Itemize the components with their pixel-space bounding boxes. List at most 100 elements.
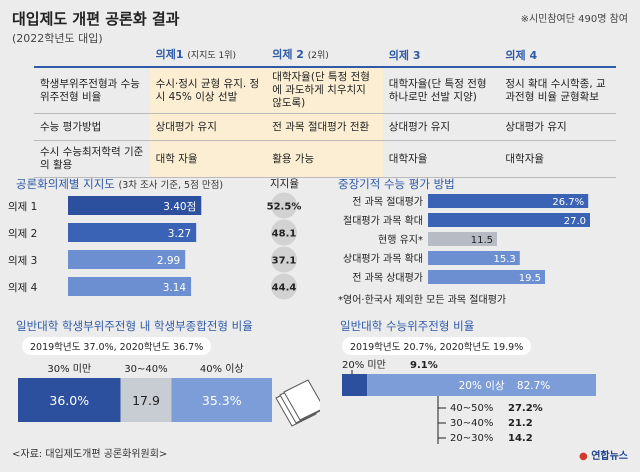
bar-value-label: 19.5: [519, 273, 541, 284]
logo-mark-icon: ●: [578, 451, 588, 462]
participant-note: ※시민참여단 490명 참여: [520, 14, 628, 25]
bar-value-label: 26.7%: [552, 197, 584, 208]
bar: [68, 277, 192, 296]
column-header: 의제1 (지지도 1위): [149, 46, 267, 68]
breakdown-value: 14.2: [508, 433, 533, 444]
support-pct-header: 지지율: [270, 178, 299, 190]
segment-value-label: 36.0%: [49, 393, 89, 408]
table-cell: 정시 확대 수시학종, 교과전형 비율 균형확보: [505, 77, 606, 103]
segment-value-label: 17.9: [132, 393, 160, 408]
column-header: 의제 2 (2위): [266, 46, 383, 68]
segment-category-label: 40% 이상: [200, 363, 244, 375]
bar: [68, 250, 186, 269]
bar: [428, 213, 590, 227]
support-chart-title: 공론화의제별 지지도 (3차 조사 기준, 5점 만점): [16, 177, 224, 191]
bar: [68, 196, 202, 215]
table-cell: 대학 자율: [149, 140, 267, 178]
table-cell: 대학자율: [505, 152, 545, 165]
category-label: 절대평가 과목 확대: [343, 214, 423, 227]
support-pct-label: 48.1: [272, 229, 297, 240]
agenda-table: 의제1 (지지도 1위) 의제 2 (2위) 의제 3 의제 4 학생부위주전형…: [34, 46, 616, 178]
support-pct-label: 52.5%: [267, 202, 302, 213]
method-chart: 전 과목 절대평가 26.7% 절대평가 과목 확대 27.0 현행 유지* 11.5 상대…: [343, 194, 590, 284]
table-cell: 상대평가 유지: [149, 113, 267, 141]
column-header: 의제 3: [382, 46, 500, 68]
csat-chart-title: 일반대학 수능위주전형 비율: [340, 319, 475, 333]
table-row: 수능 평가방법 상대평가 유지 전 과목 절대평가 전환 상대평가 유지 상대평…: [34, 113, 616, 141]
bar-value-label: 3.14: [163, 282, 187, 294]
bar: [68, 223, 197, 242]
segment-value-label: 9.1%: [410, 360, 438, 371]
row-header: 수능 평가방법: [40, 120, 102, 133]
bar-segment: [18, 378, 121, 422]
segment-category-label: 30% 미만: [47, 363, 91, 375]
category-label: 전 과목 상대평가: [352, 272, 423, 284]
table-cell: 대학자율: [388, 152, 428, 165]
bar-segment: [171, 378, 272, 422]
bar-value-label: 3.27: [168, 228, 191, 240]
paper-stack-icon: [275, 379, 320, 427]
table-cell: 수시·정시 균형 유지. 정시 45% 이상 선발: [149, 67, 267, 114]
news-logo: ● 연합뉴스: [578, 451, 628, 462]
csat-pill: 2019학년도 20.7%, 2020학년도 19.9%: [342, 337, 532, 355]
support-pct-label: 44.4: [272, 283, 297, 294]
row-header: 학생부위주전형과 수능위주전형 비율: [40, 77, 140, 103]
support-chart: 의제 1 3.40점 52.5% 의제 2 3.27 48.1 의제 3 2.99 37.1 의제…: [8, 192, 302, 300]
pct-circle: [271, 246, 297, 273]
table-row: 수시 수능최저학력 기준의 활용 대학 자율 활용 가능 대학자율 대학자율: [34, 140, 616, 178]
category-label: 현행 유지*: [378, 234, 423, 246]
page-title: 대입제도 개편 공론화 결과: [12, 10, 180, 28]
bar-segment: [120, 378, 172, 422]
comp-chart-title: 일반대학 학생부위주전형 내 학생부종합전형 비율: [16, 319, 253, 333]
segment-category-label: 20% 미만: [342, 359, 386, 371]
table-cell: 대학자율(단 특정 전형 하나로만 선발 지양): [388, 77, 487, 103]
category-label: 의제 1: [8, 201, 37, 213]
bar-value-label: 3.40점: [163, 201, 196, 213]
bar: [428, 251, 520, 265]
row-header: 수시 수능최저학력 기준의 활용: [40, 146, 144, 171]
comp-chart: 30% 미만 36.0% 30~40% 17.9 40% 이상 35.3%: [18, 363, 320, 427]
table-cell: 상대평가 유지: [505, 120, 567, 133]
page-subtitle: (2022학년도 대입): [12, 32, 103, 45]
pct-circle: [271, 219, 297, 246]
method-footnote: *영어·한국사 제외한 모든 과목 절대평가: [338, 295, 507, 306]
category-label: 전 과목 절대평가: [352, 195, 423, 208]
pct-circle: [271, 273, 297, 300]
source-note: <자료: 대입제도개편 공론화위원회>: [12, 449, 168, 460]
breakdown-value: 21.2: [508, 418, 533, 429]
category-label: 의제 3: [8, 255, 37, 267]
breakdown-value: 27.2%: [508, 403, 543, 414]
column-header: 의제 4: [499, 46, 616, 68]
table-cell: 활용 가능: [266, 140, 383, 178]
bar: [428, 232, 497, 246]
bar: [428, 194, 589, 208]
breakdown-label: 40~50%: [450, 403, 493, 414]
table-cell: 대학자율(단 특정 전형에 과도하게 치우치지 않도록): [266, 67, 383, 114]
segment-category-label: 30~40%: [124, 364, 167, 375]
table-cell: 상대평가 유지: [388, 120, 451, 133]
pct-circle: [271, 192, 297, 219]
table-cell: 전 과목 절대평가 전환: [266, 113, 383, 141]
bar-value-label: 15.3: [494, 254, 516, 265]
comp-pill: 2019학년도 37.0%, 2020학년도 36.7%: [22, 337, 212, 355]
category-label: 상대평가 과목 확대: [343, 253, 423, 265]
support-pct-label: 37.1: [272, 256, 297, 267]
category-label: 의제 2: [8, 228, 37, 240]
segment-value-label: 35.3%: [202, 393, 242, 408]
bar-value-label: 27.0: [564, 216, 586, 227]
category-label: 의제 4: [8, 282, 38, 294]
bar-value-label: 11.5: [471, 235, 493, 246]
bar-segment: [367, 374, 596, 396]
table-header-row: 의제1 (지지도 1위) 의제 2 (2위) 의제 3 의제 4: [34, 46, 616, 68]
breakdown-label: 20~30%: [450, 433, 493, 444]
csat-chart: 20% 미만 9.1% 20% 이상 82.7% 40~50% 27.2% 30~40% 21…: [342, 359, 596, 444]
bar: [428, 270, 545, 284]
segment-value-label: 82.7%: [517, 380, 550, 392]
table-row: 학생부위주전형과 수능위주전형 비율 수시·정시 균형 유지. 정시 45% 이…: [34, 67, 616, 114]
paper-sheet: [283, 379, 320, 421]
segment-category-label: 20% 이상: [459, 380, 505, 392]
bar-segment: [342, 374, 368, 396]
method-chart-title: 중장기적 수능 평가 방법: [338, 177, 455, 191]
bar-value-label: 2.99: [157, 255, 180, 267]
breakdown-label: 30~40%: [450, 418, 493, 429]
